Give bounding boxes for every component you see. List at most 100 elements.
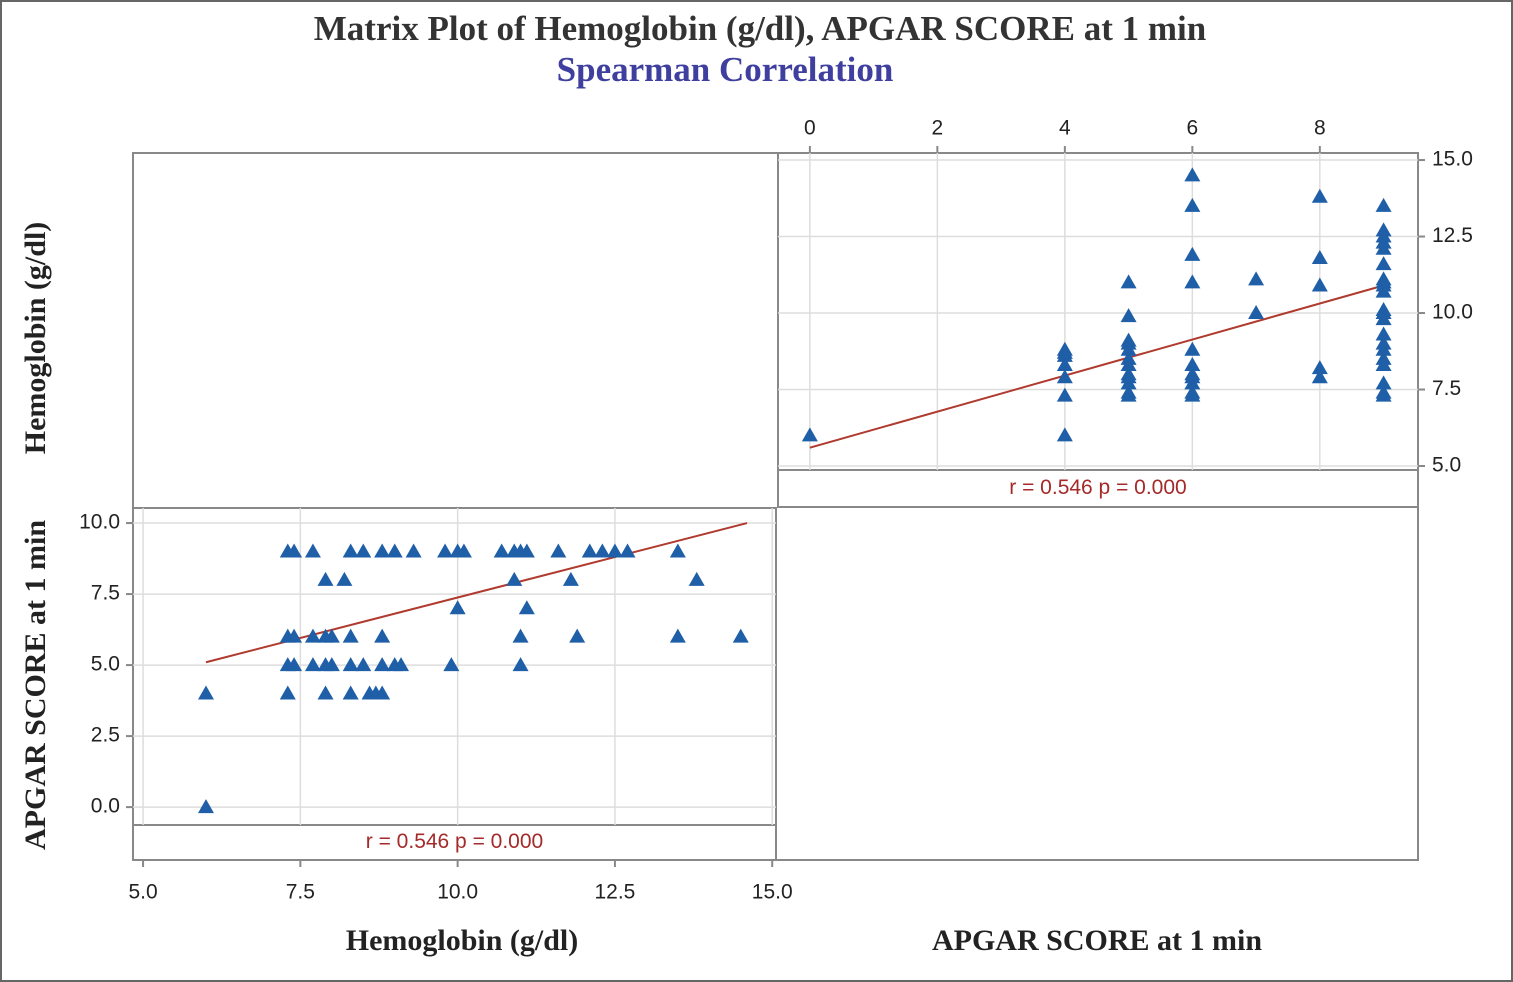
data-point (594, 543, 611, 558)
data-point (1184, 341, 1201, 356)
data-point (374, 543, 391, 558)
data-point (1248, 271, 1265, 286)
data-point (1311, 188, 1328, 203)
data-point (355, 657, 372, 672)
data-point (732, 628, 749, 643)
data-point (1375, 384, 1392, 399)
data-point (1375, 256, 1392, 271)
data-point (286, 657, 303, 672)
trendline (809, 284, 1384, 449)
annotation: r = 0.546 p = 0.000 (366, 830, 543, 853)
data-point (443, 657, 460, 672)
data-point (455, 543, 472, 558)
data-point (317, 571, 334, 586)
data-point (1311, 360, 1328, 375)
data-point (342, 543, 359, 558)
data-point (1184, 384, 1201, 399)
chart-subtitle: Spearman Correlation (557, 50, 894, 89)
y-axis-label: APGAR SCORE at 1 min (19, 520, 52, 850)
x-tick-label: 4 (1059, 117, 1071, 140)
data-point (304, 543, 321, 558)
data-point (1120, 308, 1137, 323)
data-point (581, 543, 598, 558)
data-point (197, 799, 214, 814)
annotation: r = 0.546 p = 0.000 (1009, 476, 1186, 499)
data-point (1311, 277, 1328, 292)
data-point (449, 600, 466, 615)
data-point (1184, 167, 1201, 182)
y-tick-label: 7.5 (1432, 377, 1461, 400)
y-tick-label: 0.0 (91, 795, 120, 818)
y-tick-label: 7.5 (91, 582, 120, 605)
data-point (355, 543, 372, 558)
data-point (304, 657, 321, 672)
x-tick-label: 12.5 (594, 881, 635, 904)
data-point (323, 657, 340, 672)
data-point (493, 543, 510, 558)
data-point (1184, 357, 1201, 372)
data-point (1184, 246, 1201, 261)
data-point (1184, 366, 1201, 381)
x-tick-label: 2 (932, 117, 944, 140)
data-point (286, 628, 303, 643)
data-point (506, 571, 523, 586)
data-point (336, 571, 353, 586)
data-point (323, 628, 340, 643)
y-tick-label: 15.0 (1432, 148, 1473, 171)
data-point (342, 685, 359, 700)
data-point (393, 657, 410, 672)
y-tick-label: 12.5 (1432, 224, 1473, 247)
data-point (197, 685, 214, 700)
y-tick-label: 5.0 (91, 653, 120, 676)
y-tick-label: 10.0 (1432, 301, 1473, 324)
data-point (512, 657, 529, 672)
data-point (801, 427, 818, 442)
data-point (518, 543, 535, 558)
data-point (1375, 350, 1392, 365)
data-point (562, 571, 579, 586)
data-point (518, 600, 535, 615)
data-point (386, 543, 403, 558)
data-point (374, 628, 391, 643)
data-point (1056, 357, 1073, 372)
x-axis-label: APGAR SCORE at 1 min (932, 924, 1262, 957)
data-point (1120, 332, 1137, 347)
chart-title: Matrix Plot of Hemoglobin (g/dl), APGAR … (314, 9, 1206, 48)
panel-frame (777, 152, 1419, 508)
data-point (1056, 369, 1073, 384)
data-point (342, 628, 359, 643)
data-point (405, 543, 422, 558)
data-point (512, 628, 529, 643)
data-point (374, 657, 391, 672)
data-point (550, 543, 567, 558)
x-tick-label: 6 (1186, 117, 1198, 140)
data-point (1120, 274, 1137, 289)
data-point (1056, 387, 1073, 402)
data-point (342, 657, 359, 672)
data-point (688, 571, 705, 586)
data-point (619, 543, 636, 558)
y-tick-label: 5.0 (1432, 454, 1461, 477)
data-point (1056, 341, 1073, 356)
data-point (1375, 222, 1392, 237)
data-point (317, 685, 334, 700)
data-point (1375, 335, 1392, 350)
data-point (437, 543, 454, 558)
data-point (1056, 427, 1073, 442)
data-point (606, 543, 623, 558)
data-point (1120, 366, 1137, 381)
data-point (1248, 305, 1265, 320)
data-point (1184, 197, 1201, 212)
x-tick-label: 10.0 (437, 881, 478, 904)
data-point (1375, 326, 1392, 341)
data-point (1311, 369, 1328, 384)
data-point (569, 628, 586, 643)
data-point (279, 685, 296, 700)
data-point (1375, 271, 1392, 286)
data-point (374, 685, 391, 700)
panel-frame (132, 507, 777, 861)
data-point (1120, 384, 1137, 399)
data-point (1311, 249, 1328, 264)
